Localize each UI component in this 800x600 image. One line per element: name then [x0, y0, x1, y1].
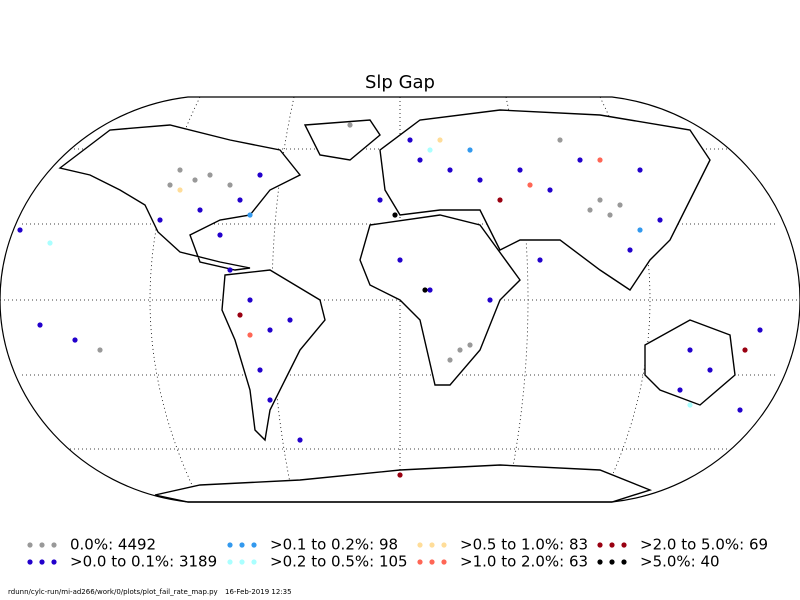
legend-marker	[621, 559, 627, 565]
legend-marker	[39, 559, 45, 565]
legend-marker	[429, 559, 435, 565]
legend-label: >0.0 to 0.1%: 3189	[70, 553, 217, 571]
station-dots	[17, 122, 763, 478]
legend-marker	[251, 559, 257, 565]
legend-marker	[441, 559, 447, 565]
legend-marker	[251, 542, 257, 548]
legend-marker	[227, 559, 233, 565]
legend-marker	[27, 559, 33, 565]
legend-label: 0.0%: 4492	[70, 536, 156, 554]
legend-marker	[227, 542, 233, 548]
legend-marker	[51, 542, 57, 548]
legend-marker	[27, 542, 33, 548]
legend-marker	[597, 542, 603, 548]
map-title: Slp Gap	[365, 72, 435, 93]
legend-marker	[441, 542, 447, 548]
footer-path: rdunn/cylc-run/mi-ad266/work/0/plots/plo…	[8, 588, 218, 596]
legend-marker	[429, 542, 435, 548]
map-frame	[0, 96, 800, 503]
legend-label: >0.1 to 0.2%: 98	[270, 536, 398, 554]
legend-marker	[597, 559, 603, 565]
legend-label: >1.0 to 2.0%: 63	[460, 553, 588, 571]
legend-label: >2.0 to 5.0%: 69	[640, 536, 768, 554]
legend-marker	[239, 542, 245, 548]
legend-marker	[609, 559, 615, 565]
legend-label: >0.2 to 0.5%: 105	[270, 553, 408, 571]
coastlines	[58, 109, 736, 503]
legend-label: >5.0%: 40	[640, 553, 720, 571]
footer-timestamp: 16-Feb-2019 12:35	[225, 588, 292, 596]
legend-marker	[621, 542, 627, 548]
legend-marker	[51, 559, 57, 565]
legend-marker	[239, 559, 245, 565]
legend-marker	[417, 542, 423, 548]
legend-marker	[39, 542, 45, 548]
legend-marker	[417, 559, 423, 565]
legend-marker	[609, 542, 615, 548]
legend-label: >0.5 to 1.0%: 83	[460, 536, 588, 554]
